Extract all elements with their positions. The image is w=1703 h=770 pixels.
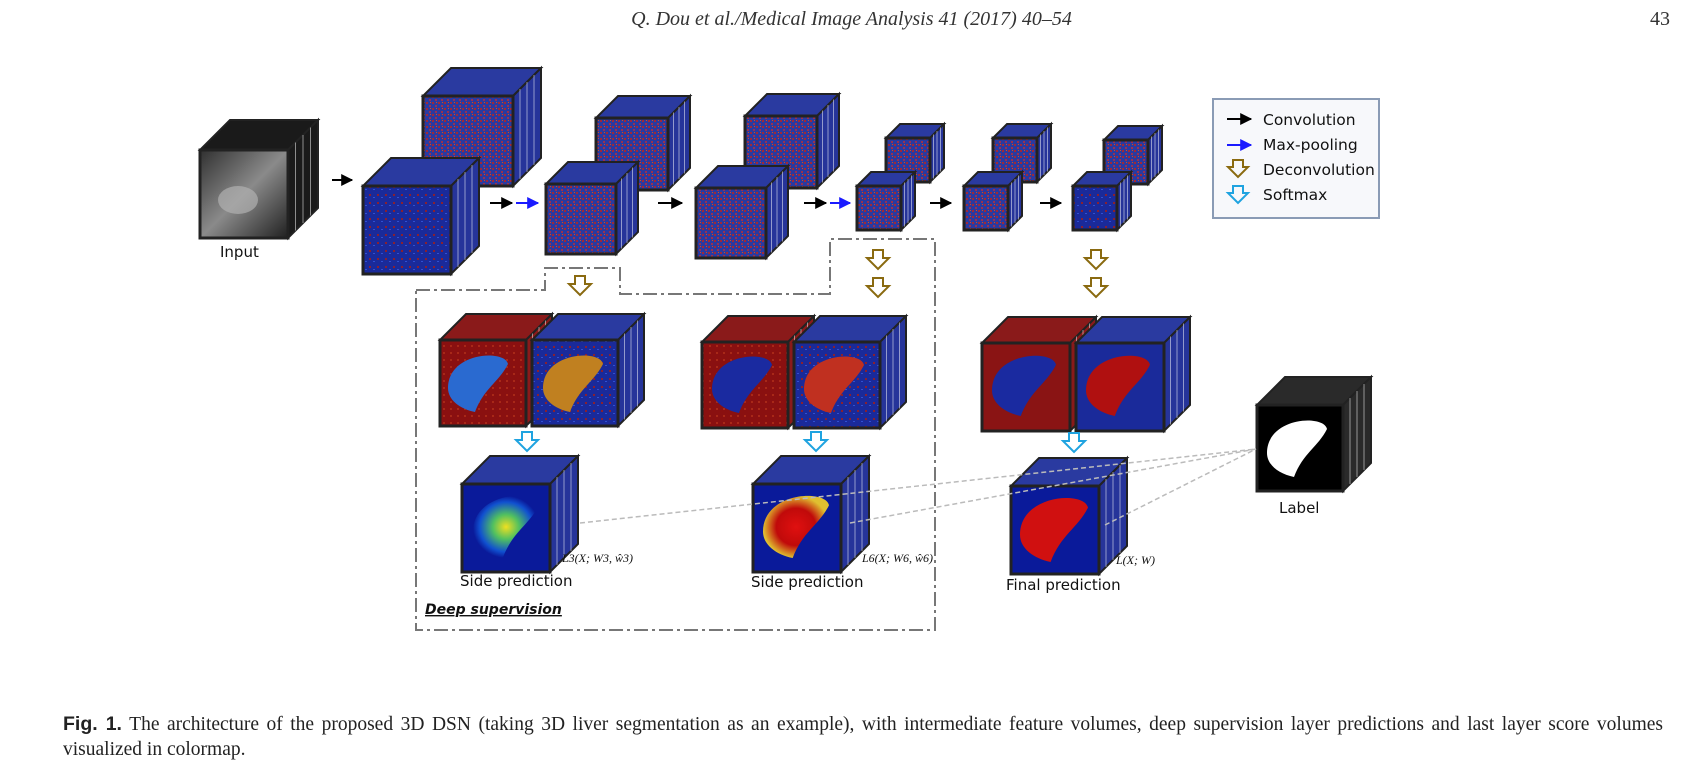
- loss-label-final: L(X; W): [1115, 553, 1155, 567]
- loss-connector-2: [849, 448, 1257, 524]
- legend-softmax: Softmax: [1263, 186, 1327, 204]
- deconv-volume-2b: [791, 313, 909, 431]
- deconv-liver-3a: [992, 355, 1056, 416]
- side-prediction-label-1: Side prediction: [460, 572, 572, 590]
- feature-volume-5b: [961, 169, 1025, 233]
- feature-volume-5a: [990, 121, 1054, 185]
- deconvolution-arrow-icon: [1225, 159, 1251, 179]
- running-head: Q. Dou et al./Medical Image Analysis 41 …: [631, 8, 1072, 30]
- deconv-arrow-1: [566, 275, 594, 297]
- legend-max-pooling: Max-pooling: [1263, 136, 1358, 154]
- feature-volume-1a: [420, 65, 544, 189]
- caption-text: The architecture of the proposed 3D DSN …: [63, 714, 1664, 760]
- deep-supervision-label: Deep supervision: [425, 602, 562, 618]
- architecture-figure: Input Label Side prediction Side predict…: [197, 65, 1380, 631]
- deconv-liver-3b: [1086, 355, 1150, 416]
- deconv-arrow-2a: [864, 249, 892, 271]
- deconv-arrow-3a: [1082, 249, 1110, 271]
- softmax-arrow-3: [1060, 432, 1088, 454]
- label-label: Label: [1279, 499, 1319, 517]
- deconv-liver-2b: [804, 356, 864, 413]
- ct-organ: [218, 186, 258, 214]
- loss-connector-1: [579, 448, 1257, 524]
- legend-deconvolution: Deconvolution: [1263, 161, 1375, 179]
- input-ct-volume: [197, 117, 321, 241]
- legend-convolution: Convolution: [1263, 111, 1356, 129]
- deconv-liver-2a: [712, 356, 772, 413]
- final-prediction-liver: [1020, 497, 1088, 562]
- deconv-arrow-3b: [1082, 277, 1110, 299]
- deconv-arrow-2b: [864, 277, 892, 299]
- feature-volume-3b: [693, 163, 791, 261]
- side-prediction-liver-2: [763, 495, 829, 558]
- deep-supervision-box: [415, 238, 936, 631]
- final-prediction-label: Final prediction: [1006, 576, 1121, 594]
- caption-fig-label: Fig. 1.: [63, 713, 122, 735]
- deconv-liver-1a: [448, 355, 508, 412]
- feature-volume-2b: [543, 159, 641, 257]
- label-liver: [1267, 420, 1327, 477]
- side-prediction-liver-1: [473, 495, 539, 558]
- feature-volume-6b: [1070, 169, 1134, 233]
- loss-connector-3: [1104, 448, 1257, 526]
- softmax-arrow-1: [513, 431, 541, 453]
- softmax-arrow-icon: [1225, 185, 1251, 205]
- page-number: 43: [1650, 8, 1670, 30]
- side-prediction-label-2: Side prediction: [751, 573, 863, 591]
- figure-caption: Fig. 1. The architecture of the proposed…: [63, 712, 1663, 762]
- loss-label-1: L3(X; W3, ŵ3): [561, 551, 633, 565]
- softmax-arrow-2: [802, 431, 830, 453]
- feature-volume-1b: [360, 155, 482, 277]
- legend: Convolution Max-pooling Deconvolution So…: [1212, 98, 1380, 219]
- input-label: Input: [220, 243, 259, 261]
- loss-label-2: L6(X; W6, ŵ6): [861, 551, 933, 565]
- deconv-liver-1b: [543, 355, 603, 412]
- feature-volume-4b: [854, 169, 918, 233]
